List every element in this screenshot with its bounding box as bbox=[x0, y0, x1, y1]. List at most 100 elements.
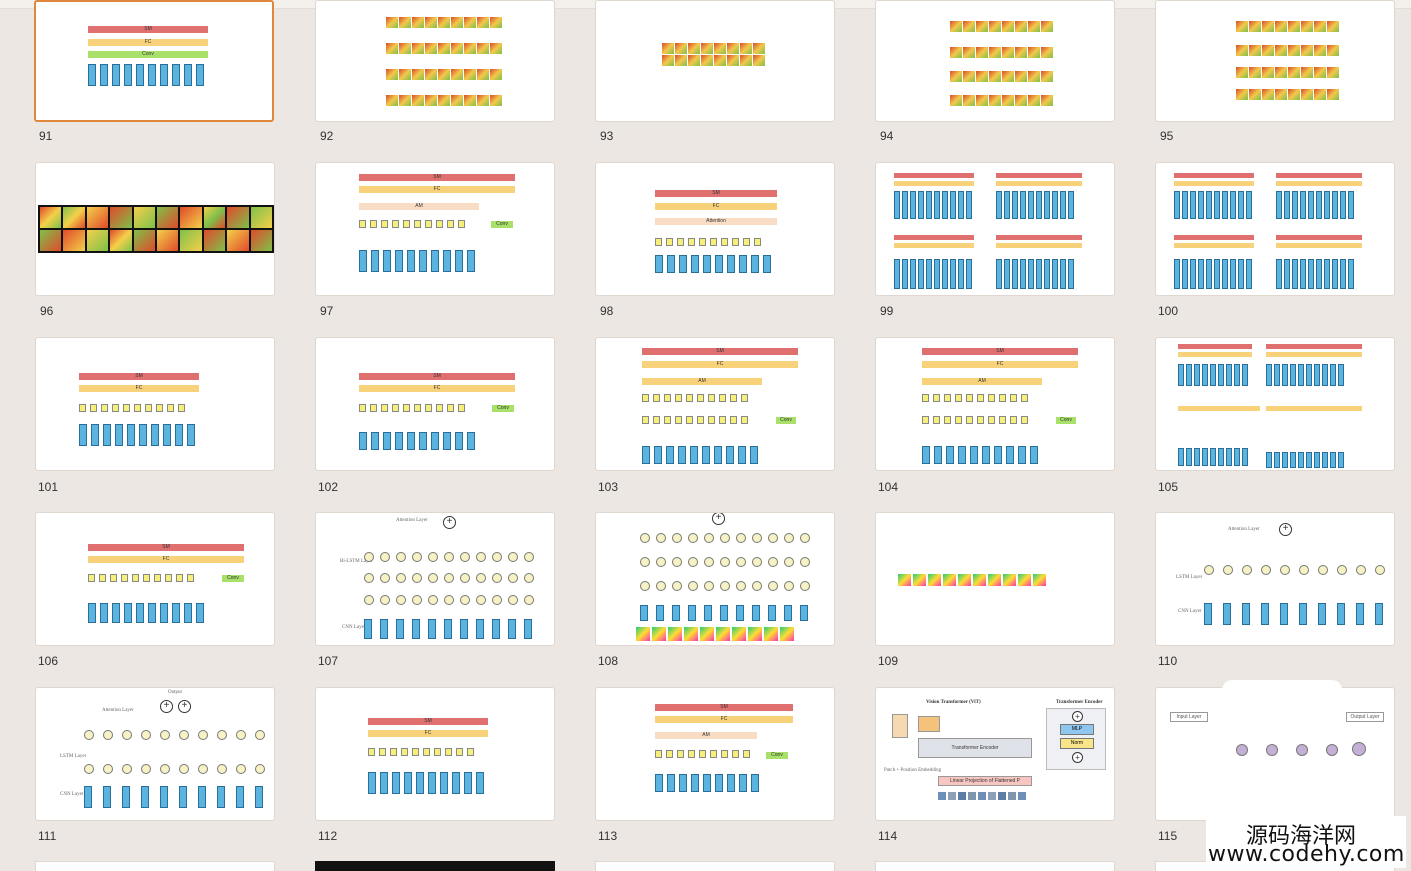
lstm-row bbox=[642, 416, 748, 424]
cnn-layer-label: CNN Layer bbox=[60, 792, 84, 797]
slide-thumbnail-100[interactable] bbox=[1155, 162, 1395, 296]
slide-number: 114 bbox=[878, 829, 898, 843]
slide-thumbnail-95[interactable] bbox=[1155, 0, 1395, 122]
input-cells bbox=[84, 786, 263, 808]
input-cells bbox=[642, 446, 758, 464]
slide-thumbnail-91[interactable]: SM FC Conv bbox=[34, 0, 274, 122]
slide-thumbnail-110[interactable]: + Attention Layer LSTM Layer CNN Layer bbox=[1155, 512, 1395, 646]
lstm-row bbox=[655, 238, 761, 246]
popup-overlay bbox=[1222, 680, 1342, 740]
fc-layer: FC bbox=[655, 716, 793, 723]
encoder-panel-title: Transformer Encoder bbox=[1056, 700, 1103, 705]
slide-thumbnail-104[interactable]: SM FC AM Conv bbox=[875, 337, 1115, 471]
slide-number: 109 bbox=[878, 654, 899, 668]
attention-layer-label: Attention Layer bbox=[102, 708, 134, 713]
fc-layer bbox=[996, 181, 1082, 186]
cnn-layer-label: CNN Layer bbox=[342, 625, 366, 630]
slide-thumbnail-partial[interactable] bbox=[35, 861, 275, 871]
slide-number: 107 bbox=[318, 654, 339, 668]
sm-layer: SM bbox=[359, 373, 515, 380]
conv-layer: Conv bbox=[88, 51, 208, 58]
node-row bbox=[1204, 565, 1385, 575]
node-row bbox=[84, 764, 265, 774]
slide-number: 113 bbox=[598, 829, 618, 843]
input-cells bbox=[1178, 364, 1248, 386]
slide-thumbnail-114[interactable]: Vision Transformer (ViT) Transformer Enc… bbox=[875, 687, 1115, 821]
slide-number: 97 bbox=[320, 304, 334, 318]
lstm-row bbox=[79, 404, 185, 412]
slide-thumbnail-92[interactable] bbox=[315, 0, 555, 122]
conv-layer: Conv bbox=[776, 417, 796, 424]
fc-layer bbox=[1174, 181, 1254, 186]
attention-layer: Attention bbox=[655, 218, 777, 225]
lstm-row bbox=[368, 748, 474, 756]
add-icon: + bbox=[1072, 752, 1083, 763]
add-icon: + bbox=[1072, 711, 1083, 722]
sm-layer bbox=[996, 235, 1082, 240]
heatmap-row bbox=[1236, 89, 1339, 100]
am-layer: AM bbox=[655, 732, 757, 739]
sum-icon: + bbox=[160, 700, 173, 713]
slide-thumbnail-partial[interactable] bbox=[315, 861, 555, 871]
slide-thumbnail-partial[interactable] bbox=[875, 861, 1115, 871]
slide-thumbnail-106[interactable]: SM FC Conv bbox=[35, 512, 275, 646]
fc-layer bbox=[1178, 352, 1252, 357]
fc-layer: FC bbox=[359, 385, 515, 392]
sm-layer bbox=[894, 235, 974, 240]
attention-layer-label: Attention Layer bbox=[1228, 527, 1260, 532]
am-layer: AM bbox=[642, 378, 762, 385]
sm-layer bbox=[996, 173, 1082, 178]
input-layer-box: Input Layer bbox=[1170, 712, 1208, 722]
slide-thumbnail-109[interactable] bbox=[875, 512, 1115, 646]
node-row bbox=[364, 573, 534, 583]
input-cells bbox=[1174, 259, 1252, 289]
slide-thumbnail-113[interactable]: SM FC AM Conv bbox=[595, 687, 835, 821]
slide-number: 112 bbox=[318, 829, 338, 843]
sm-layer bbox=[1178, 344, 1252, 349]
slide-thumbnail-103[interactable]: SM FC AM Conv bbox=[595, 337, 835, 471]
fc-layer: FC bbox=[88, 556, 244, 563]
fc-layer bbox=[1174, 243, 1254, 248]
slide-thumbnail-partial[interactable] bbox=[595, 861, 835, 871]
slide-number: 98 bbox=[600, 304, 614, 318]
conv-layer: Conv bbox=[491, 221, 513, 228]
slide-thumbnail-94[interactable] bbox=[875, 0, 1115, 122]
slide-number: 110 bbox=[1158, 654, 1178, 668]
sum-icon: + bbox=[712, 513, 725, 525]
slide-thumbnail-108[interactable]: + bbox=[595, 512, 835, 646]
slide-number: 99 bbox=[880, 304, 894, 318]
slide-thumbnail-99[interactable] bbox=[875, 162, 1115, 296]
slide-thumbnail-111[interactable]: Output + + Attention Layer LSTM Layer CN… bbox=[35, 687, 275, 821]
patch-images bbox=[938, 792, 1026, 800]
lstm-row bbox=[922, 394, 1028, 402]
fc-layer: FC bbox=[368, 730, 488, 737]
slide-number: 106 bbox=[38, 654, 59, 668]
vit-title: Vision Transformer (ViT) bbox=[926, 700, 981, 705]
input-cells bbox=[894, 191, 972, 219]
lstm-layer-label: LSTM Layer bbox=[60, 754, 87, 759]
slide-thumbnail-107[interactable]: + Attention Layer Bi-LSTM Layer CNN Laye… bbox=[315, 512, 555, 646]
lstm-layer-label: LSTM Layer bbox=[1176, 575, 1203, 580]
heatmap-row bbox=[950, 71, 1053, 82]
slide-number: 101 bbox=[38, 480, 59, 494]
input-cells bbox=[1178, 448, 1248, 466]
slide-number: 111 bbox=[38, 829, 57, 843]
slide-number: 102 bbox=[318, 480, 339, 494]
fc-layer: FC bbox=[655, 203, 777, 210]
heatmap-row bbox=[386, 69, 502, 80]
slide-thumbnail-112[interactable]: SM FC bbox=[315, 687, 555, 821]
slide-thumbnail-101[interactable]: SM FC bbox=[35, 337, 275, 471]
slide-thumbnail-98[interactable]: SM FC Attention bbox=[595, 162, 835, 296]
sm-layer: SM bbox=[368, 718, 488, 725]
slide-thumbnail-96[interactable] bbox=[35, 162, 275, 296]
slide-number: 93 bbox=[600, 129, 614, 143]
slide-number: 91 bbox=[39, 129, 53, 143]
watermark-title: 源码海洋网 bbox=[1246, 824, 1357, 849]
slide-thumbnail-105[interactable] bbox=[1155, 337, 1395, 471]
slide-number: 115 bbox=[1158, 829, 1178, 843]
slide-thumbnail-102[interactable]: SM FC Conv bbox=[315, 337, 555, 471]
conv-layer: Conv bbox=[492, 405, 514, 412]
slide-thumbnail-93[interactable] bbox=[595, 0, 835, 122]
slide-number: 94 bbox=[880, 129, 894, 143]
slide-thumbnail-97[interactable]: SM FC AM Conv bbox=[315, 162, 555, 296]
